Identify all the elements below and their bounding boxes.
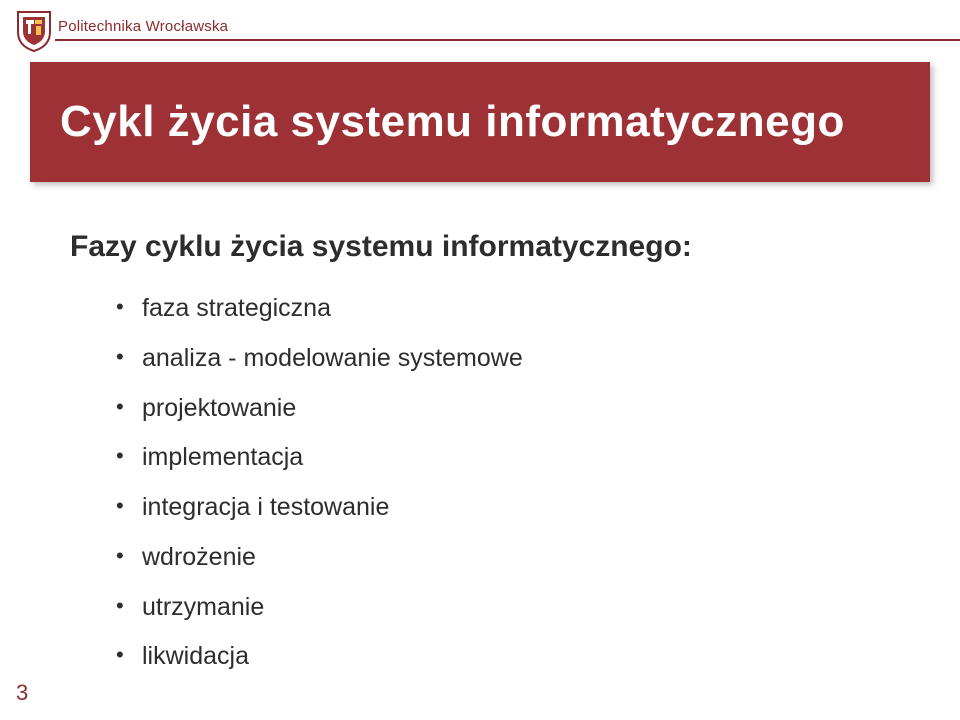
lead-text: Fazy cyklu życia systemu informatycznego… (70, 230, 890, 264)
list-item: likwidacja (142, 640, 890, 674)
list-item: faza strategiczna (142, 292, 890, 326)
slide-title: Cykl życia systemu informatycznego (60, 97, 845, 147)
title-band: Cykl życia systemu informatycznego (30, 62, 930, 182)
list-item: analiza - modelowanie systemowe (142, 342, 890, 376)
list-item: projektowanie (142, 392, 890, 426)
list-item: integracja i testowanie (142, 491, 890, 525)
content-area: Fazy cyklu życia systemu informatycznego… (70, 230, 890, 690)
university-name: Politechnika Wrocławska (58, 18, 228, 35)
page-number: 3 (16, 680, 28, 706)
header-rule (55, 39, 960, 41)
university-crest-icon (16, 10, 52, 52)
list-item: wdrożenie (142, 541, 890, 575)
bullet-list: faza strategiczna analiza - modelowanie … (70, 292, 890, 674)
list-item: implementacja (142, 441, 890, 475)
slide: Politechnika Wrocławska Cykl życia syste… (0, 0, 960, 720)
list-item: utrzymanie (142, 591, 890, 625)
